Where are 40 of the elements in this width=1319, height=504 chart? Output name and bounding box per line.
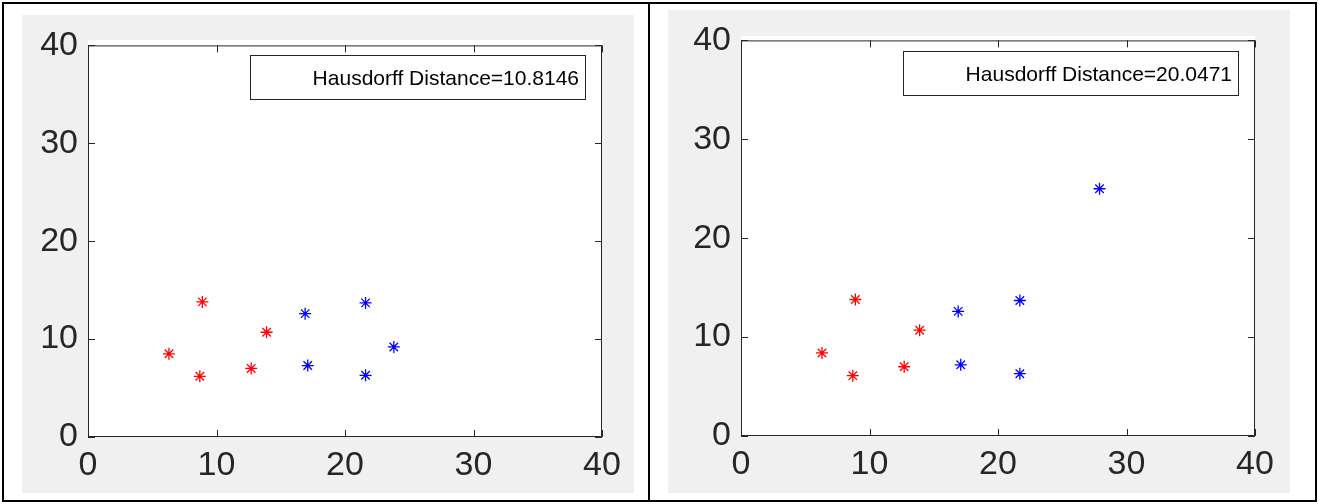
x-tick-label: 30 bbox=[454, 443, 493, 482]
point bbox=[193, 369, 207, 383]
y-tick-label: 30 bbox=[693, 117, 731, 156]
point bbox=[387, 340, 401, 354]
y-tick-label: 40 bbox=[693, 18, 731, 57]
point bbox=[1092, 182, 1107, 196]
x-tick-label: 10 bbox=[197, 443, 236, 482]
y-tick-label: 10 bbox=[693, 315, 731, 354]
x-tick-label: 40 bbox=[583, 443, 621, 482]
x-tick-label: 10 bbox=[850, 442, 889, 481]
point bbox=[358, 296, 373, 310]
annotation: Hausdorff Distance=10.8146 bbox=[249, 55, 586, 100]
y-tick-label: 20 bbox=[693, 216, 731, 255]
x-tick-label: 20 bbox=[979, 442, 1017, 481]
x-tick-label: 30 bbox=[1107, 442, 1146, 481]
point bbox=[358, 368, 373, 382]
point bbox=[951, 304, 965, 319]
point bbox=[162, 347, 176, 361]
point bbox=[195, 295, 210, 309]
point bbox=[897, 360, 911, 374]
y-tick-label: 0 bbox=[59, 415, 78, 454]
point bbox=[846, 369, 860, 383]
x-tick-label: 20 bbox=[326, 443, 364, 482]
y-tick-label: 30 bbox=[40, 121, 78, 160]
point bbox=[912, 323, 927, 337]
point bbox=[1013, 293, 1027, 308]
point bbox=[259, 325, 274, 339]
point bbox=[848, 292, 863, 307]
point bbox=[1013, 367, 1027, 381]
point bbox=[954, 358, 968, 372]
y-tick-label: 10 bbox=[40, 317, 78, 356]
x-tick-label: 40 bbox=[1236, 442, 1274, 481]
y-tick-label: 40 bbox=[40, 23, 78, 62]
point bbox=[244, 361, 258, 376]
annotation: Hausdorff Distance=20.0471 bbox=[902, 51, 1239, 96]
point bbox=[815, 346, 829, 360]
y-tick-label: 20 bbox=[40, 219, 78, 258]
point bbox=[298, 307, 312, 321]
y-tick-label: 0 bbox=[712, 414, 731, 453]
point bbox=[301, 358, 315, 373]
